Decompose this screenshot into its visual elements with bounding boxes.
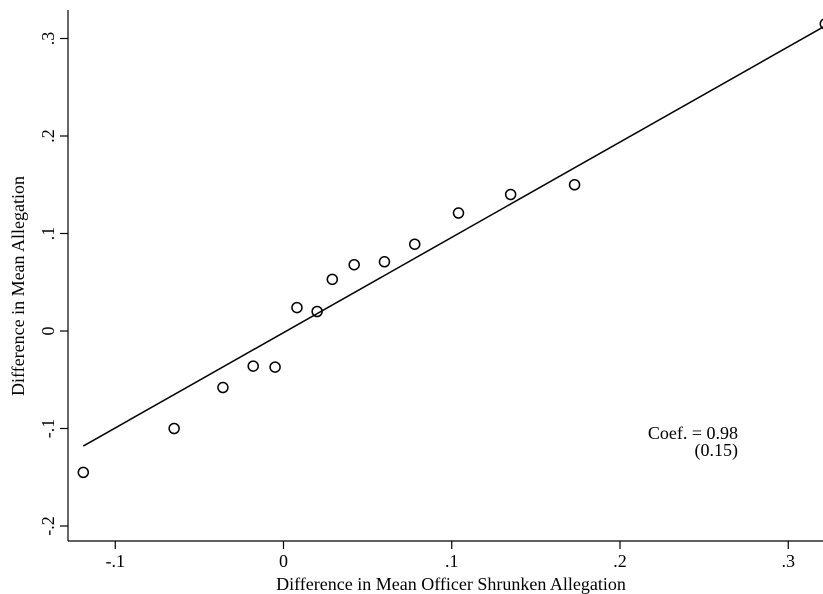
x-tick-label: .3 xyxy=(782,551,796,571)
x-axis: -.1 0 .1 .2 .3 xyxy=(106,541,796,571)
data-point xyxy=(269,361,281,373)
y-axis: -.2 -.1 0 .1 .2 .3 xyxy=(38,32,68,536)
y-tick-label: 0 xyxy=(38,327,58,336)
data-point xyxy=(247,360,259,372)
y-tick-label: .3 xyxy=(38,32,58,46)
y-tick-label: -.2 xyxy=(38,516,58,536)
x-tick-label: .1 xyxy=(445,551,459,571)
y-tick-label: .2 xyxy=(38,129,58,143)
plot-area xyxy=(67,10,823,542)
data-point xyxy=(326,273,339,286)
x-tick-label: .2 xyxy=(613,551,627,571)
x-tick-label: 0 xyxy=(279,551,288,571)
data-point xyxy=(819,18,823,30)
data-point xyxy=(568,179,581,191)
data-point xyxy=(452,207,465,219)
data-point xyxy=(408,238,421,250)
data-point xyxy=(504,188,517,201)
data-point xyxy=(168,422,180,435)
data-point xyxy=(217,381,229,394)
x-axis-label: Difference in Mean Officer Shrunken Alle… xyxy=(276,574,626,594)
data-point xyxy=(291,301,303,314)
data-point xyxy=(348,258,360,271)
y-axis-label: Difference in Mean Allegation xyxy=(8,176,28,396)
coef-se-annotation: (0.15) xyxy=(695,440,739,461)
x-tick-label: -.1 xyxy=(106,551,126,571)
coef-annotation: Coef. = 0.98 xyxy=(648,423,738,443)
y-tick-label: -.1 xyxy=(38,419,58,439)
data-point xyxy=(378,256,391,268)
y-tick-label: .1 xyxy=(38,227,58,241)
data-point xyxy=(77,466,90,479)
fit-line-layer xyxy=(82,26,823,447)
data-point xyxy=(311,305,323,318)
fit-line xyxy=(82,26,823,447)
points-layer xyxy=(77,18,823,479)
